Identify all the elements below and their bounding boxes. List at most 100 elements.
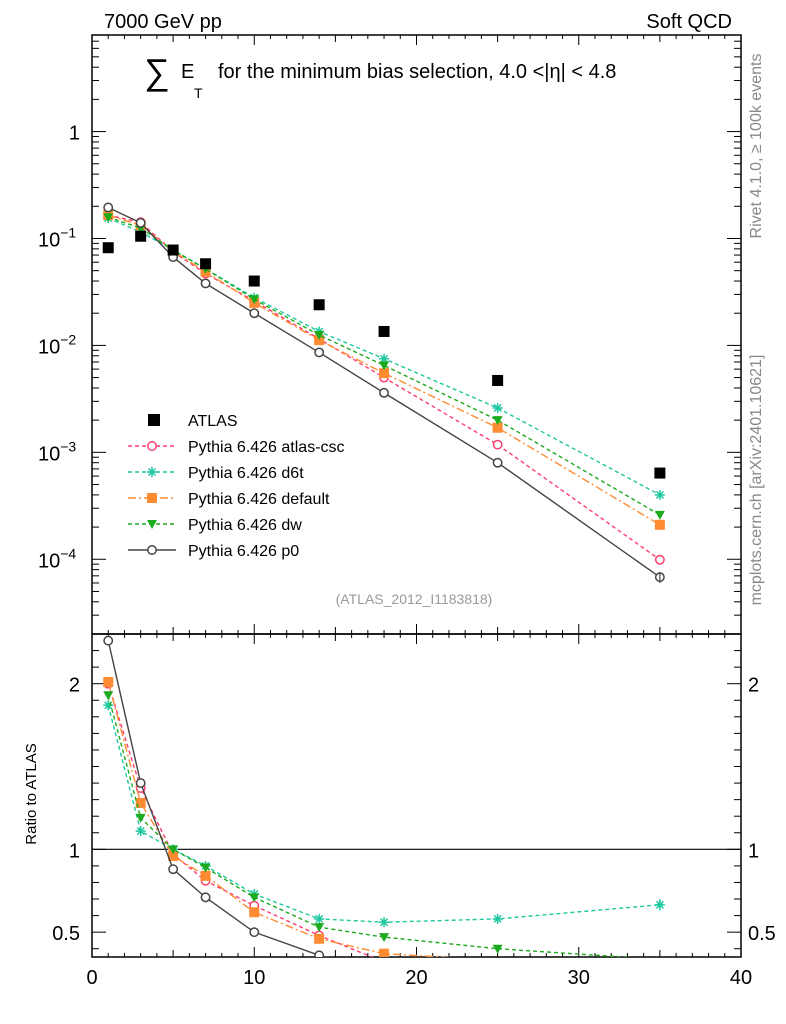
ratio-point-pythia-6-426-dw [103,691,114,701]
y-tick-exponent: −1 [60,224,76,240]
main-plot-axes: 1 10−1 10−2 10−3 10−4 [38,34,742,635]
ratio-line-pythia-6-426-d6t [107,705,660,923]
ratio-point-pythia-6-426-d6t [135,826,146,837]
series-point-pythia-6-426-dw [654,510,665,520]
legend-marker [147,545,157,555]
ratio-point-pythia-6-426-default [200,870,211,881]
mcplots-label: mcplots.cern.ch [arXiv:2401.10621] [748,355,765,606]
ratio-line-pythia-6-426-p0 [107,640,330,957]
series-point-pythia-6-426-dw [249,295,260,305]
y-tick-exponent: −3 [60,438,76,454]
legend-label: Pythia 6.426 d6t [188,465,304,482]
ratio-point-pythia-6-426-d6t [314,913,325,924]
ratio-point-pythia-6-426-dw [379,933,390,943]
ratio-frame [91,633,742,958]
y-tick-label: 1 [69,123,80,145]
ratio-point-pythia-6-426-default [135,797,146,808]
ratio-point-pythia-6-426-d6t-stroke [380,918,389,927]
ratio-y-tick-label-right: 0.5 [748,923,776,945]
ratio-point-pythia-6-426-dw [200,863,211,873]
ratio-point-pythia-6-426-dw [314,923,325,933]
title-e: E [181,61,194,83]
ratio-point-pythia-6-426-p0 [314,950,325,957]
y-tick-label: 10−1 [38,224,76,251]
ratio-series-pythia-6-426-p0 [103,635,330,957]
series-point-pythia-6-426-dw [492,416,503,426]
ratio-point-pythia-6-426-p0 [135,778,146,789]
series-pythia-6-426-p0 [103,202,665,583]
series-line-pythia-6-426-atlas-csc [108,214,661,561]
atlas-point [167,244,179,256]
header-right: Soft QCD [646,11,732,33]
ratio-point-pythia-6-426-dw [135,813,146,823]
ratio-point-pythia-6-426-d6t [379,917,390,928]
x-tick-label: 20 [405,967,427,989]
ratio-y-tick-label: 0.5 [52,923,80,945]
y-tick-label: 10−2 [38,331,76,358]
ratio-point-pythia-6-426-default [168,850,179,861]
series-point-pythia-6-426-p0 [314,347,325,358]
series-point-pythia-6-426-p0 [135,217,146,228]
legend-marker-atlas [148,414,160,426]
y-tick-exponent: −2 [60,331,76,347]
title-subscript: T [194,85,203,101]
y-tick-exponent: −4 [60,545,76,561]
ratio-point-pythia-6-426-default [379,948,390,957]
atlas-point [200,258,212,270]
series-point-pythia-6-426-dw [379,361,390,371]
series-point-pythia-6-426-p0 [492,457,503,468]
x-tick-label: 0 [86,967,97,989]
y-tick-label: 10−4 [38,545,76,572]
series-point-pythia-6-426-default [492,422,503,433]
series-point-pythia-6-426-d6t-stroke [493,403,502,412]
legend-label: Pythia 6.426 p0 [188,543,299,560]
x-tick-label: 40 [730,967,752,989]
atlas-point [654,467,666,479]
series-point-pythia-6-426-d6t [492,402,503,413]
legend: ATLAS Pythia 6.426 atlas-csc Pythia 6.426 … [128,413,345,560]
ratio-point-pythia-6-426-d6t-stroke [136,827,145,836]
legend-label: Pythia 6.426 default [188,491,330,508]
series-point-pythia-6-426-default [314,335,325,346]
ratio-series-pythia-6-426-dw [103,691,634,957]
legend-marker-stroke [147,467,157,477]
ratio-plot-axes: 0 10 20 30 40 0.5 0.5 1 1 2 2 [52,633,776,989]
series-point-pythia-6-426-atlas-csc [654,554,665,565]
series-line-pythia-6-426-d6t [107,217,661,496]
series-point-pythia-6-426-dw [314,331,325,341]
x-tick-label: 30 [568,967,590,989]
series-pythia-6-426-d6t [103,213,665,500]
legend-marker [147,520,157,529]
series-point-pythia-6-426-default [379,368,390,379]
ratio-series-pythia-6-426-d6t [103,700,665,928]
ratio-y-tick-label: 2 [69,675,80,697]
ratio-point-pythia-6-426-d6t-stroke [493,914,502,923]
ratio-y-tick-label: 1 [69,840,80,862]
ratio-point-pythia-6-426-d6t-stroke [315,914,324,923]
ratio-y-tick-label-right: 2 [748,675,759,697]
ratio-point-pythia-6-426-default [249,907,260,918]
atlas-point [492,374,504,386]
atlas-point [378,325,390,337]
atlas-point [102,242,114,254]
series-point-pythia-6-426-dw [103,213,114,223]
ratio-point-pythia-6-426-p0 [103,635,114,646]
ratio-point-pythia-6-426-p0 [200,892,211,903]
atlas-point [135,230,147,242]
ratio-y-tick-label-right: 1 [748,840,759,862]
series-point-pythia-6-426-d6t [654,489,665,500]
series-point-pythia-6-426-p0 [379,387,389,398]
series-point-pythia-6-426-p0 [249,308,260,319]
rivet-label: Rivet 4.1.0, ≥ 100k events [748,54,765,239]
title-sum-symbol: ∑ [144,51,170,92]
ratio-point-pythia-6-426-dw [168,845,179,855]
x-tick-label: 10 [243,967,265,989]
legend-label: ATLAS [188,413,238,430]
ratio-point-pythia-6-426-dw [249,893,260,903]
analysis-id: (ATLAS_2012_I1183818) [336,591,493,607]
ratio-point-pythia-6-426-d6t [103,700,114,711]
ratio-point-pythia-6-426-p0 [249,927,260,938]
ratio-point-pythia-6-426-p0 [168,864,179,875]
legend-label: Pythia 6.426 atlas-csc [188,439,345,456]
